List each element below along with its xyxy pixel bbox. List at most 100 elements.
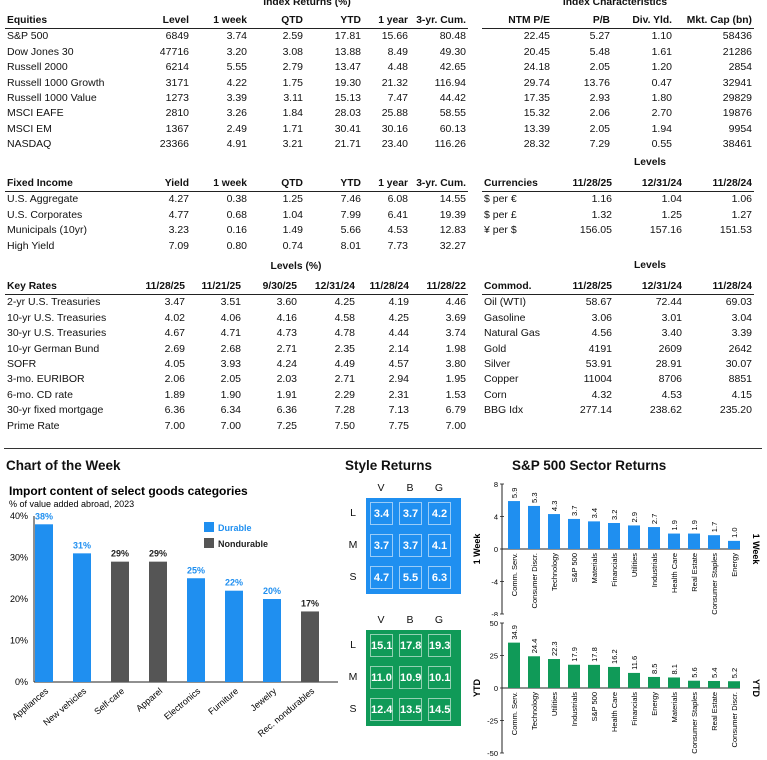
commodities-table: Commod. 11/28/25 12/31/24 11/28/24 Oil (WTI… — [482, 279, 754, 419]
x-tick-label: Financials — [630, 692, 639, 726]
table-cell: 15.13 — [334, 92, 361, 105]
table-cell: 0.80 — [226, 239, 247, 252]
commodities-col-header: 11/28/25 — [552, 279, 614, 296]
table-cell: 7.73 — [387, 239, 408, 252]
table-cell: 3171 — [165, 76, 189, 89]
x-tick-label: Jewelry — [248, 686, 278, 714]
table-cell: 2.35 — [334, 342, 355, 355]
table-cell: 2.06 — [589, 107, 610, 120]
table-cell: 1.91 — [276, 388, 297, 401]
table-cell: 4.25 — [388, 311, 409, 324]
x-tick-label: Health Care — [670, 553, 679, 593]
table-cell: 6849 — [165, 30, 189, 43]
table-cell: 6.08 — [387, 193, 408, 206]
bar — [588, 664, 600, 688]
x-tick-label: S&P 500 — [570, 553, 579, 582]
table-cell: 4.91 — [226, 138, 247, 151]
style-cell: 3.4 — [370, 502, 393, 525]
table-cell: 2-yr U.S. Treasuries — [7, 296, 101, 309]
table-cell: BBG Idx — [484, 404, 524, 417]
table-cell: 7.13 — [388, 404, 409, 417]
section-divider — [4, 448, 762, 449]
table-cell: 1.98 — [445, 342, 466, 355]
data-label: 3.2 — [610, 510, 619, 520]
table-cell: 2.93 — [589, 92, 610, 105]
table-cell: 2.31 — [388, 388, 409, 401]
bar — [688, 533, 700, 549]
table-cell: 2.79 — [282, 61, 303, 74]
table-cell: $ per € — [484, 193, 517, 206]
table-cell: 53.91 — [585, 358, 612, 371]
table-cell: 1.32 — [591, 208, 612, 221]
table-cell: 7.00 — [445, 419, 466, 432]
table-cell: 44.42 — [439, 92, 466, 105]
table-row: $ per £ 1.32 1.25 1.27 — [482, 208, 754, 223]
table-cell: 7.50 — [334, 419, 355, 432]
table-cell: 1.25 — [661, 208, 682, 221]
x-tick-label: Electronics — [162, 686, 203, 722]
style-col-label: G — [434, 482, 444, 494]
table-row: Prime Rate 7.00 7.00 7.25 7.50 7.75 7.00 — [5, 419, 468, 434]
table-row: ¥ per $ 156.05 157.16 151.53 — [482, 223, 754, 238]
table-cell: 49.30 — [439, 45, 466, 58]
table-cell: MSCI EAFE — [7, 107, 64, 120]
table-cell: 4.46 — [445, 296, 466, 309]
table-cell: 22.45 — [523, 30, 550, 43]
table-cell: 4.67 — [164, 327, 185, 340]
table-cell: 3.74 — [445, 327, 466, 340]
table-cell: 7.99 — [340, 208, 361, 221]
bar — [628, 525, 640, 549]
x-tick-label: Real Estate — [710, 692, 719, 731]
style-col-label: B — [406, 482, 414, 494]
table-cell: 4.77 — [168, 208, 189, 221]
style-cell: 3.7 — [399, 534, 422, 557]
table-cell: 3.40 — [661, 327, 682, 340]
table-cell: 2.14 — [388, 342, 409, 355]
table-row: Municipals (10yr) 3.23 0.16 1.49 5.66 4.53 12.… — [5, 223, 468, 238]
bar — [187, 578, 205, 682]
table-cell: 238.62 — [649, 404, 682, 417]
table-cell: 2.69 — [164, 342, 185, 355]
table-cell: 8.01 — [340, 239, 361, 252]
data-label: 38% — [35, 511, 53, 521]
table-cell: 1.71 — [282, 122, 303, 135]
table-cell: 4.44 — [388, 327, 409, 340]
table-cell: 4.25 — [334, 296, 355, 309]
table-cell: 11004 — [583, 373, 612, 386]
table-cell: 6.79 — [445, 404, 466, 417]
data-label: 5.6 — [690, 667, 699, 677]
table-row: U.S. Aggregate 4.27 0.38 1.25 7.46 6.08 14.55 — [5, 192, 468, 208]
y-label-right: 1 Week — [751, 534, 761, 566]
table-cell: 151.53 — [719, 224, 752, 237]
table-row: 30-yr fixed mortgage 6.36 6.34 6.36 7.28 7.13… — [5, 403, 468, 418]
key-rates-col-header: 11/21/25 — [187, 279, 243, 296]
table-cell: 2609 — [658, 342, 682, 355]
data-label: 1.9 — [690, 520, 699, 530]
data-label: 8.1 — [670, 664, 679, 674]
index-returns-header: Index Returns (%) — [263, 0, 351, 8]
table-cell: 4.06 — [220, 311, 241, 324]
style-cell: 10.9 — [399, 666, 422, 689]
table-row: 22.45 5.27 1.10 58436 — [482, 29, 754, 45]
table-cell: 3.39 — [226, 92, 247, 105]
currencies-col-header: 12/31/24 — [614, 176, 684, 193]
table-cell: 21286 — [722, 45, 752, 58]
y-tick-label: 10% — [10, 636, 28, 646]
key-rates-col-header: 11/28/25 — [129, 279, 187, 296]
table-cell: 116.94 — [434, 76, 466, 89]
table-row: Copper 11004 8706 8851 — [482, 372, 754, 387]
style-col-label: B — [406, 614, 414, 626]
table-cell: 4.71 — [220, 327, 241, 340]
x-tick-label: Financials — [610, 553, 619, 587]
legend-swatch — [204, 538, 214, 548]
y-tick-label: 30% — [10, 553, 28, 563]
equities-col-header: 3-yr. Cum. — [410, 13, 468, 30]
table-cell: SOFR — [7, 358, 37, 371]
table-cell: Russell 1000 Value — [7, 92, 97, 105]
table-cell: 58436 — [722, 30, 752, 43]
equities-table: Equities Level 1 week QTD YTD 1 year 3-yr. Cum… — [5, 13, 468, 153]
equities-col-header: 1 year — [363, 13, 410, 30]
table-cell: 4.53 — [661, 388, 682, 401]
table-cell: 1.16 — [591, 193, 612, 206]
table-cell: 6214 — [165, 61, 189, 74]
